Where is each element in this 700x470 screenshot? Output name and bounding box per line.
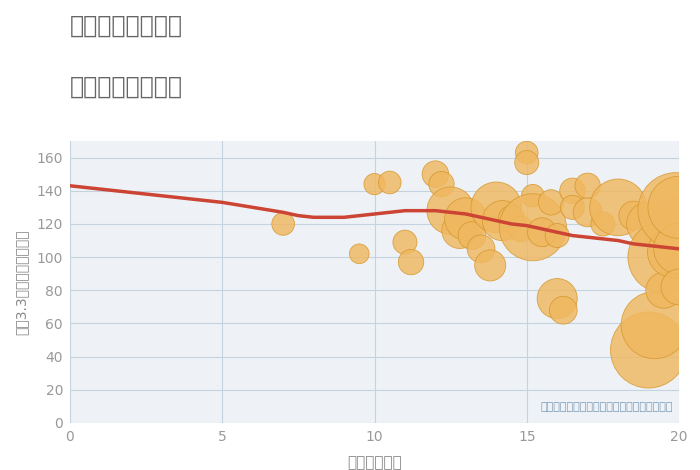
Point (582, 209, 594, 216)
Point (536, 228, 547, 236)
Point (643, 220, 655, 227)
Text: 駅距離別土地価格: 駅距離別土地価格 (70, 75, 183, 99)
Point (527, 192, 538, 199)
Y-axis label: 坪（3.3㎡）単価（万円）: 坪（3.3㎡）単価（万円） (14, 229, 28, 335)
Point (506, 215, 517, 223)
Point (445, 207, 456, 214)
Point (405, 258, 416, 266)
X-axis label: 駅距離（分）: 駅距離（分） (347, 455, 402, 470)
Point (673, 283, 685, 291)
Point (454, 227, 466, 235)
Point (475, 245, 486, 252)
Point (628, 212, 639, 219)
Point (558, 306, 569, 314)
Point (612, 204, 624, 211)
Point (384, 179, 395, 186)
Point (277, 220, 289, 227)
Point (667, 212, 678, 219)
Text: 東京都国立市西の: 東京都国立市西の (70, 14, 183, 38)
Point (545, 199, 557, 206)
Point (484, 262, 496, 269)
Point (521, 159, 532, 166)
Point (673, 204, 685, 211)
Point (497, 217, 508, 224)
Point (430, 171, 441, 178)
Point (597, 220, 608, 227)
Point (515, 225, 526, 233)
Text: 円の大きさは、取引のあった物件面積を示す: 円の大きさは、取引のあった物件面積を示す (540, 402, 673, 412)
Point (369, 180, 380, 188)
Point (399, 238, 410, 246)
Point (521, 149, 532, 157)
Point (552, 295, 563, 302)
Point (567, 187, 578, 195)
Point (527, 224, 538, 231)
Point (354, 250, 365, 258)
Point (567, 204, 578, 211)
Point (436, 180, 447, 188)
Point (658, 253, 669, 261)
Point (649, 321, 660, 329)
Point (552, 232, 563, 239)
Point (461, 215, 472, 223)
Point (671, 207, 682, 214)
Point (491, 204, 502, 211)
Point (658, 287, 669, 294)
Point (667, 248, 678, 256)
Point (643, 346, 655, 354)
Point (673, 245, 685, 252)
Point (466, 232, 477, 239)
Point (582, 182, 594, 189)
